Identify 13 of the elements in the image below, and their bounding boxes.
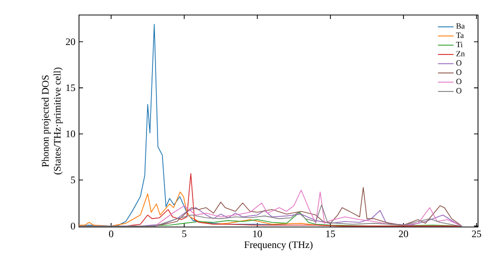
x-tick-label: 20: [398, 230, 408, 238]
y-tick-label: 0: [70, 222, 76, 230]
y-tick-label: 5: [71, 176, 76, 184]
x-tick-label: 0: [109, 230, 114, 238]
x-axis-title: Frequency (THz): [244, 241, 312, 250]
x-tick-label: 10: [253, 230, 262, 238]
x-tick-label: 15: [326, 230, 335, 238]
y-axis-title: Phonon projected DOS (States/THz·primitive cell): [42, 68, 63, 174]
x-tick-label: 5: [182, 230, 186, 238]
y-tick-label: 15: [66, 84, 76, 92]
x-tick-label: 25: [472, 230, 482, 238]
y-tick-label: 20: [66, 38, 76, 46]
y-tick-label: 10: [66, 130, 76, 138]
